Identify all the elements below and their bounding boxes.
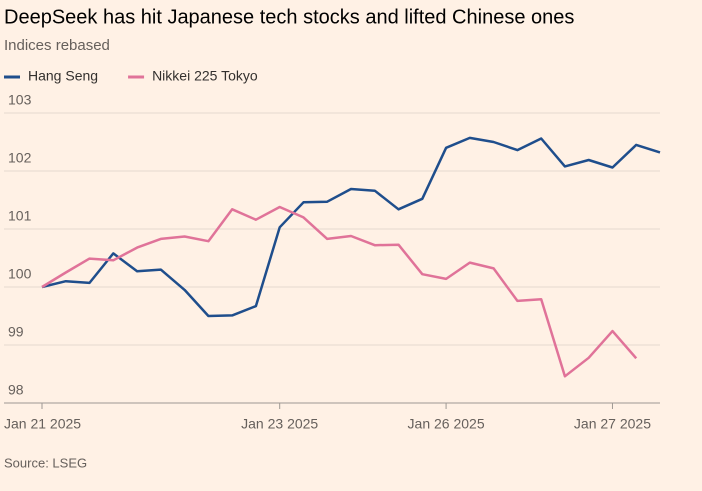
y-tick-label: 101 <box>8 208 32 224</box>
y-tick-label: 103 <box>8 92 32 108</box>
legend-label: Hang Seng <box>28 68 98 84</box>
series-line <box>41 136 661 318</box>
x-tick-label: Jan 27 2025 <box>574 416 651 432</box>
x-tick-label: Jan 26 2025 <box>408 416 485 432</box>
x-tick-label: Jan 21 2025 <box>4 416 81 432</box>
y-tick-label: 98 <box>8 382 24 398</box>
chart-title: DeepSeek has hit Japanese tech stocks an… <box>4 6 574 28</box>
y-tick-label: 102 <box>8 150 32 166</box>
series-line <box>41 205 638 378</box>
source: Source: LSEG <box>4 455 87 470</box>
legend-label: Nikkei 225 Tokyo <box>152 68 258 84</box>
y-tick-label: 99 <box>8 324 24 340</box>
legend: Hang Seng Nikkei 225 Tokyo <box>4 68 258 84</box>
x-tick-label: Jan 23 2025 <box>241 416 318 432</box>
y-tick-label: 100 <box>8 266 32 282</box>
chart-subtitle: Indices rebased <box>4 37 110 54</box>
